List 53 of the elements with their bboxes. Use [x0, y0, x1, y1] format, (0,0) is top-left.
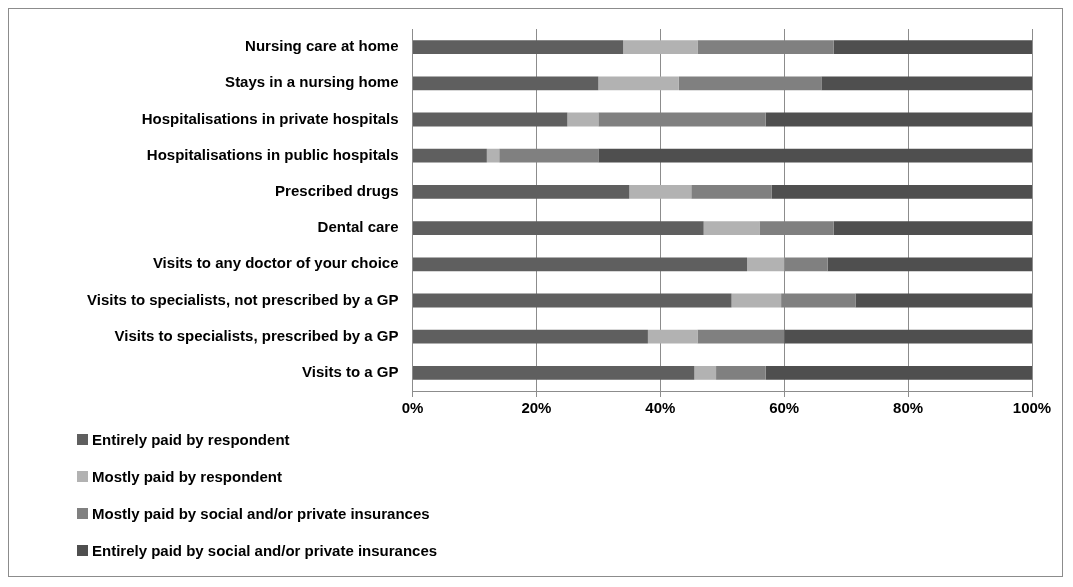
bar [747, 257, 785, 272]
bar [413, 257, 748, 272]
bar [731, 293, 782, 308]
bar [413, 293, 732, 308]
y-tick-label: Visits to specialists, not prescribed by a GP [87, 290, 399, 308]
y-tick-label: Visits to any doctor of your choice [152, 254, 399, 272]
y-tick-label: Stays in a nursing home [225, 73, 399, 91]
bar [821, 76, 1032, 91]
bar [647, 329, 698, 344]
bar [413, 221, 704, 235]
bar [629, 185, 692, 199]
bar [413, 366, 695, 380]
y-tick-label: Nursing care at home [245, 37, 399, 55]
bar [598, 76, 679, 91]
x-tick-label: 40% [645, 399, 676, 417]
bar [765, 366, 1032, 380]
y-tick-label: Hospitalisations in private hospitals [141, 109, 399, 127]
bar [413, 40, 624, 54]
bar [623, 40, 698, 54]
bar [784, 329, 1032, 344]
bar [413, 329, 648, 344]
bar [567, 112, 599, 127]
bar [413, 76, 599, 91]
bar [486, 148, 500, 163]
bar [827, 257, 1032, 272]
y-tick-label: Visits to specialists, prescribed by a GP [114, 326, 399, 344]
bar [413, 148, 487, 163]
legend-label: Entirely paid by respondent [92, 431, 290, 448]
bar [413, 112, 568, 127]
y-tick-label: Prescribed drugs [275, 182, 399, 200]
bar [771, 185, 1032, 199]
y-tick-label: Dental care [317, 218, 399, 236]
bar [833, 221, 1032, 235]
bar [697, 329, 785, 344]
x-tick-label: 100% [1012, 399, 1052, 417]
bar [765, 112, 1032, 127]
bar [691, 185, 772, 199]
y-tick-label: Visits to a GP [302, 363, 399, 381]
x-tick-label: 0% [401, 399, 424, 417]
bar [716, 366, 766, 380]
bar [703, 221, 760, 235]
bar [694, 366, 717, 380]
x-tick-label: 60% [769, 399, 800, 417]
y-tick-label: Hospitalisations in public hospitals [146, 145, 399, 163]
bar [413, 185, 630, 199]
bar [855, 293, 1032, 308]
legend-label: Mostly paid by social and/or private insurances [92, 505, 430, 522]
legend-label: Entirely paid by social and/or private insurances [92, 542, 438, 559]
x-tick-label: 80% [893, 399, 924, 417]
bar [833, 40, 1032, 54]
legend-label: Mostly paid by respondent [92, 468, 283, 485]
x-tick-label: 20% [521, 399, 552, 417]
bar [598, 148, 1032, 163]
